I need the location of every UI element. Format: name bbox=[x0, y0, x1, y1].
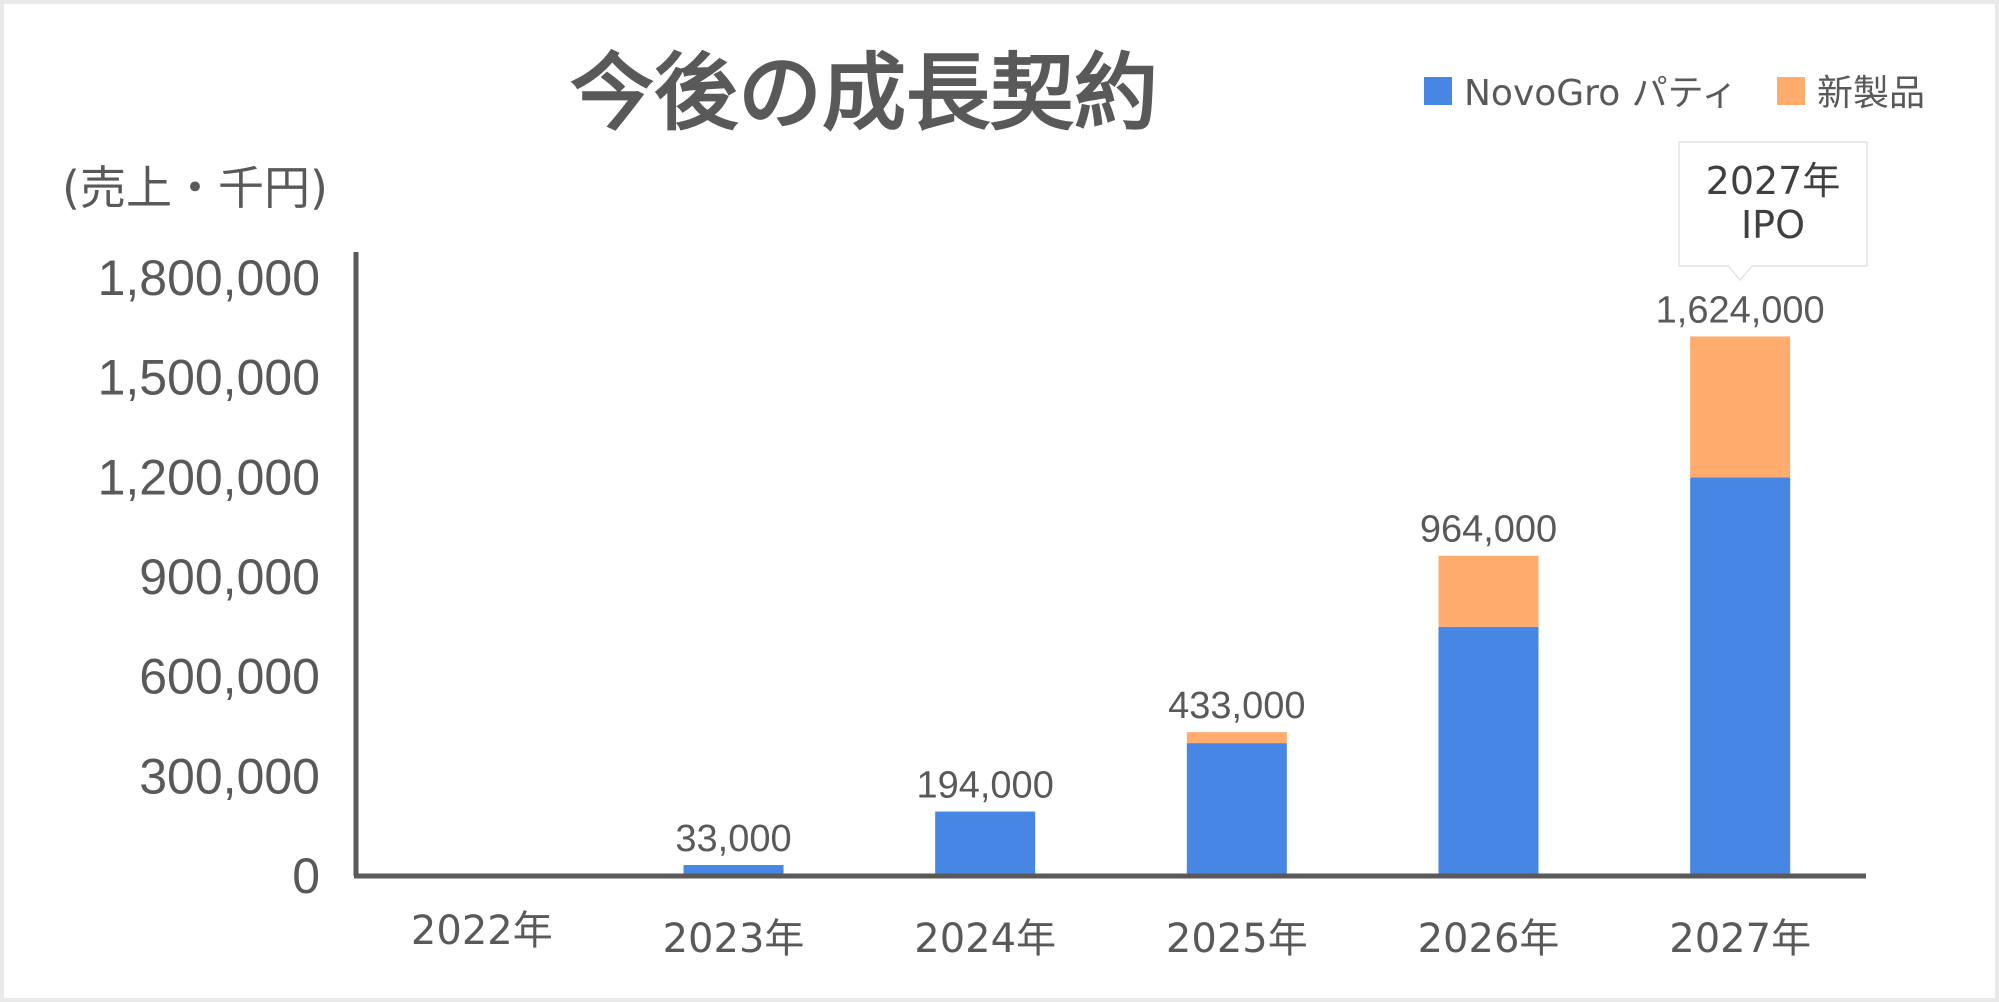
total-data-label: 194,000 bbox=[916, 765, 1053, 807]
axes bbox=[353, 252, 1866, 879]
y-tick-label: 1,200,000 bbox=[98, 449, 320, 505]
y-axis-ticks: 0 300,000 600,000 900,000 1,200,000 1,500,000… bbox=[98, 250, 320, 904]
total-data-label: 964,000 bbox=[1420, 509, 1557, 551]
y-tick-label: 300,000 bbox=[139, 748, 320, 804]
bar-novogro bbox=[1438, 626, 1539, 876]
x-tick-label: 2023年 bbox=[663, 916, 805, 962]
legend-label: NovoGro パティ bbox=[1464, 73, 1738, 114]
bar-novogro bbox=[935, 811, 1036, 876]
legend-swatch bbox=[1424, 77, 1452, 105]
bar-novogro bbox=[683, 865, 784, 876]
y-tick-label: 900,000 bbox=[139, 549, 320, 605]
x-tick-label: 2025年 bbox=[1166, 916, 1308, 962]
legend: NovoGro パティ 新製品 bbox=[1424, 73, 1925, 114]
legend-label: 新製品 bbox=[1817, 73, 1925, 114]
chart-title: 今後の成長契約 bbox=[570, 44, 1158, 142]
y-tick-label: 1,800,000 bbox=[98, 250, 320, 306]
y-tick-label: 600,000 bbox=[139, 649, 320, 705]
chart-frame: 今後の成長契約 (売上・千円) NovoGro パティ 新製品 0 300,000 6… bbox=[4, 4, 1995, 998]
growth-chart: 今後の成長契約 (売上・千円) NovoGro パティ 新製品 0 300,000 6… bbox=[62, 44, 1925, 962]
bar-new-product bbox=[1186, 732, 1287, 744]
data-labels: 33,000 194,000 433,000 964,000 1,624,000 bbox=[675, 289, 1824, 860]
total-data-label: 33,000 bbox=[675, 818, 791, 860]
total-data-label: 1,624,000 bbox=[1656, 289, 1825, 331]
bar-new-product bbox=[1690, 336, 1791, 478]
y-tick-label: 0 bbox=[292, 848, 320, 904]
legend-swatch bbox=[1777, 77, 1805, 105]
x-tick-label: 2026年 bbox=[1418, 916, 1560, 962]
x-tick-label: 2024年 bbox=[914, 916, 1056, 962]
bars bbox=[683, 336, 1791, 876]
y-axis-unit-label: (売上・千円) bbox=[62, 161, 328, 215]
bar-novogro bbox=[1186, 743, 1287, 876]
callout-text: 2027年 bbox=[1706, 159, 1841, 203]
y-tick-label: 1,500,000 bbox=[98, 350, 320, 406]
callout-text: IPO bbox=[1741, 203, 1805, 247]
bar-novogro bbox=[1690, 477, 1791, 876]
x-axis-ticks: 2022年 2023年 2024年 2025年 2026年 2027年 bbox=[411, 908, 1811, 962]
x-tick-label: 2027年 bbox=[1669, 916, 1811, 962]
bar-new-product bbox=[1438, 555, 1539, 627]
total-data-label: 433,000 bbox=[1168, 685, 1305, 727]
x-tick-label: 2022年 bbox=[411, 908, 553, 954]
callout-box bbox=[1678, 141, 1868, 282]
